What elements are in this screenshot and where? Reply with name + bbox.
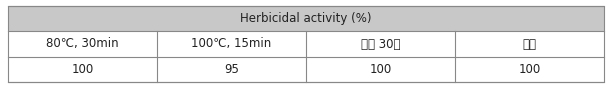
Bar — [455, 57, 604, 82]
Bar — [8, 6, 604, 82]
Text: 80℃, 30min: 80℃, 30min — [46, 37, 119, 51]
Text: 실온 30일: 실온 30일 — [360, 37, 400, 51]
Text: 95: 95 — [224, 63, 239, 76]
Bar — [8, 57, 157, 82]
Text: 100: 100 — [518, 63, 540, 76]
Bar — [8, 31, 157, 57]
Bar — [455, 31, 604, 57]
Text: 100: 100 — [72, 63, 94, 76]
Bar — [306, 31, 455, 57]
Bar — [8, 6, 604, 31]
Text: 100℃, 15min: 100℃, 15min — [192, 37, 272, 51]
Bar — [306, 57, 455, 82]
Bar — [157, 31, 306, 57]
Bar — [157, 57, 306, 82]
Text: 100: 100 — [370, 63, 392, 76]
Text: Herbicidal activity (%): Herbicidal activity (%) — [241, 12, 371, 25]
Text: 냉장: 냉장 — [523, 37, 537, 51]
